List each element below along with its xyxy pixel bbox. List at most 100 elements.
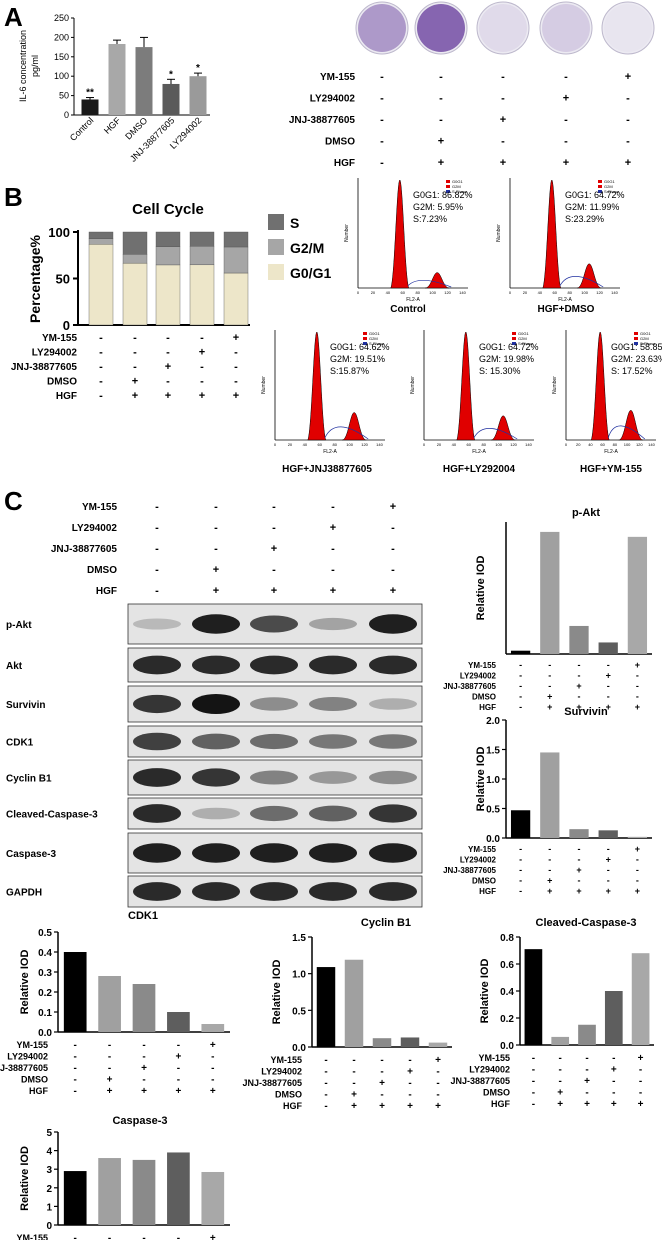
a-matrix-cell-ly294002-3: + — [563, 93, 569, 105]
b-hist-xtick: 120 — [444, 290, 451, 295]
a-bar-hgf — [108, 43, 126, 115]
a-ytick-label: 250 — [54, 13, 69, 23]
c-chart-matrix-cleaved-caspase-3-cell-jnj-38877605-2: + — [584, 1076, 590, 1087]
c-ytick-label: 1.0 — [292, 970, 306, 981]
c-blot-matrix-cell-ly294002-4: - — [391, 522, 395, 534]
c-ytick-label: 0 — [46, 1221, 52, 1232]
c-blot-band-1 — [192, 733, 240, 750]
a-dish-stain-4 — [604, 4, 652, 52]
c-blot-band-4 — [369, 804, 417, 823]
c-bar-p-akt-4 — [627, 536, 648, 654]
c-chart-title-cdk1: CDK1 — [128, 910, 158, 922]
b-hist-xtick: 20 — [288, 442, 293, 447]
b-matrix-cell-ym-155-3: - — [200, 332, 204, 344]
c-chart-matrix-cyclin-b1-cell-ly294002-4: - — [436, 1067, 439, 1078]
c-chart-matrix-cyclin-b1-cell-ym-155-2: - — [380, 1055, 383, 1066]
a-matrix-cell-jnj-38877605-3: - — [564, 114, 568, 126]
a-bar-dmso — [135, 47, 153, 115]
c-blot-matrix-cell-jnj-38877605-0: - — [155, 543, 159, 555]
c-blot-band-3 — [309, 734, 357, 749]
c-blot-band-4 — [369, 734, 417, 749]
c-chart-matrix-survivin-cell-dmso-3: - — [607, 876, 610, 886]
c-chart-matrix-cyclin-b1-cell-ym-155-4: + — [435, 1055, 441, 1066]
c-chart-matrix-cdk1-cell-dmso-1: + — [107, 1075, 113, 1086]
b-bar-s-3 — [189, 231, 215, 247]
c-chart-matrix-cdk1-label-dmso: DMSO — [21, 1075, 48, 1085]
c-chart-matrix-cyclin-b1-cell-ly294002-3: + — [407, 1067, 413, 1078]
a-matrix-cell-hgf-2: + — [500, 157, 506, 169]
c-chart-matrix-cdk1-cell-dmso-2: - — [142, 1075, 145, 1086]
a-dish-stain-3 — [542, 4, 590, 52]
c-chart-matrix-cyclin-b1-cell-dmso-3: - — [408, 1090, 411, 1101]
c-chart-matrix-p-akt-cell-ly294002-4: - — [636, 671, 639, 681]
c-chart-matrix-p-akt-cell-dmso-0: - — [519, 692, 522, 702]
c-ytick-label: 0.6 — [500, 960, 514, 971]
c-ytick-label: 0.0 — [486, 834, 500, 845]
a-matrix-cell-hgf-1: + — [438, 157, 444, 169]
c-blot-band-0 — [133, 655, 181, 675]
c-ytick-label: 0.3 — [38, 968, 52, 979]
c-blot-label-cyclin-b1: Cyclin B1 — [6, 774, 52, 785]
c-chart-matrix-p-akt-cell-ly294002-1: - — [548, 671, 551, 681]
b-hist-xtick: 40 — [588, 442, 593, 447]
b-histogram-hgf-jnj38877605: Number FL2-A 0 20 40 60 80 100 120 140 G0G1G2MS-Ph… — [261, 330, 390, 475]
c-chart-matrix-survivin-label-ly294002: LY294002 — [460, 856, 497, 865]
b-hist-xtick: 40 — [452, 442, 457, 447]
b-hist-xtick: 20 — [523, 290, 528, 295]
b-hist-legend-swatch — [634, 337, 638, 340]
c-bar-cdk1-2 — [132, 984, 156, 1032]
c-chart-matrix-cdk1-cell-jnj-38877605-1: - — [108, 1063, 111, 1074]
c-chart-matrix-survivin-cell-dmso-4: - — [636, 876, 639, 886]
c-chart-matrix-survivin-cell-hgf-0: - — [519, 886, 522, 896]
b-hist-legend-label: G0G1 — [640, 331, 651, 336]
b-matrix-cell-hgf-2: + — [165, 390, 171, 402]
c-chart-matrix-p-akt-label-jnj-38877605: JNJ-38877605 — [443, 682, 496, 691]
c-chart-matrix-cleaved-caspase-3-cell-hgf-2: + — [584, 1099, 590, 1110]
b-hist-xtick: 140 — [376, 442, 383, 447]
c-chart-matrix-cleaved-caspase-3-label-hgf: HGF — [491, 1099, 511, 1109]
c-blot-label-p-akt: p-Akt — [6, 620, 32, 631]
b-matrix-cell-ly294002-2: - — [166, 347, 170, 359]
b-hist-xtick: 0 — [509, 290, 512, 295]
c-chart-matrix-cdk1-cell-ym-155-0: - — [74, 1040, 77, 1051]
a-matrix-cell-hgf-4: + — [625, 157, 631, 169]
b-hist-xtick: 0 — [565, 442, 568, 447]
a-significance: * — [196, 63, 200, 74]
c-chart-matrix-caspase-3-cell-ym-155-0: - — [74, 1233, 77, 1240]
b-hist-xtick: 20 — [437, 442, 442, 447]
c-ytick-label: 0.4 — [38, 948, 52, 959]
b-hist-legend-swatch — [363, 342, 367, 345]
c-chart-matrix-cyclin-b1-cell-ly294002-1: - — [352, 1067, 355, 1078]
b-legend-swatch-g2-m — [268, 239, 284, 255]
c-chart-matrix-survivin-cell-jnj-38877605-2: + — [576, 865, 581, 875]
b-matrix-cell-jnj-38877605-2: + — [165, 361, 171, 373]
c-chart-matrix-survivin-label-ym-155: YM-155 — [468, 845, 497, 854]
b-hist-legend-swatch — [446, 185, 450, 188]
c-blot-matrix-cell-ly294002-1: - — [214, 522, 218, 534]
b-matrix-cell-dmso-1: + — [132, 376, 138, 388]
c-chart-matrix-cyclin-b1-cell-dmso-1: + — [351, 1090, 357, 1101]
c-chart-matrix-survivin-cell-ym-155-4: + — [635, 844, 640, 854]
c-chart-matrix-survivin-cell-hgf-4: + — [635, 886, 640, 896]
c-bar-cyclin-b1-3 — [400, 1037, 420, 1047]
c-chart-matrix-cyclin-b1-cell-jnj-38877605-0: - — [324, 1078, 327, 1089]
c-ytick-label: 5 — [46, 1128, 52, 1139]
b-ytick-label: 50 — [56, 272, 70, 287]
c-chart-matrix-cdk1-cell-dmso-3: - — [177, 1075, 180, 1086]
c-blot-band-3 — [309, 882, 357, 901]
b-hist-legend-swatch — [598, 185, 602, 188]
b-matrix-label-dmso: DMSO — [47, 377, 77, 388]
b-hist-legend-label: G0G1 — [518, 331, 529, 336]
b-matrix-cell-ly294002-4: - — [234, 347, 238, 359]
c-chart-matrix-survivin-cell-jnj-38877605-3: - — [607, 865, 610, 875]
c-blot-band-1 — [192, 843, 240, 863]
c-blot-matrix-label-jnj-38877605: JNJ-38877605 — [51, 544, 118, 555]
c-chart-matrix-cdk1-cell-ly294002-4: - — [211, 1052, 214, 1063]
b-hist-xtick: 120 — [596, 290, 603, 295]
c-blot-matrix-label-ym-155: YM-155 — [82, 502, 117, 513]
c-blot-matrix-cell-dmso-3: - — [331, 564, 335, 576]
c-blot-band-2 — [250, 805, 298, 822]
b-hist-xtick: 40 — [303, 442, 308, 447]
c-blot-label-caspase-3: Caspase-3 — [6, 849, 56, 860]
b-bar-s-1 — [122, 231, 148, 255]
